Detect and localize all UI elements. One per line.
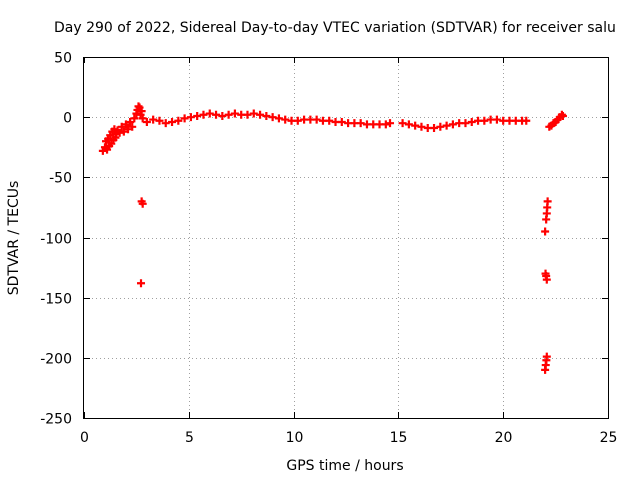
- data-point: [119, 127, 128, 136]
- data-point: [218, 111, 227, 120]
- y-tick-label: -150: [40, 292, 72, 308]
- data-point: [121, 120, 130, 129]
- x-axis: 0 5 10 15 20 25: [80, 57, 617, 446]
- data-point: [293, 116, 302, 125]
- y-tick-label: 0: [63, 111, 72, 127]
- data-point: [417, 122, 426, 131]
- data-point: [137, 107, 146, 116]
- data-point: [142, 117, 151, 126]
- data-point: [224, 110, 233, 119]
- y-tick-label: -100: [40, 232, 72, 248]
- data-point: [461, 119, 470, 128]
- data-point: [398, 119, 407, 128]
- data-point: [138, 114, 147, 123]
- y-axis-label: SDTVAR / TECUs: [6, 181, 22, 296]
- data-point: [442, 121, 451, 130]
- data-points: [98, 102, 567, 374]
- data-point: [541, 227, 550, 236]
- chart-title: Day 290 of 2022, Sidereal Day-to-day VTE…: [54, 20, 616, 36]
- data-point: [480, 116, 489, 125]
- data-point: [212, 110, 221, 119]
- data-point: [193, 111, 202, 120]
- data-point: [274, 114, 283, 123]
- data-point: [256, 110, 265, 119]
- data-point: [430, 123, 439, 132]
- data-point: [149, 115, 158, 124]
- data-point: [117, 122, 126, 131]
- data-point: [325, 116, 334, 125]
- data-point: [130, 114, 139, 123]
- x-tick-label: 15: [390, 430, 408, 446]
- plot-frame: [83, 57, 609, 419]
- y-axis: 50 0 -50 -100 -150 -200 -250: [40, 51, 608, 428]
- data-point: [312, 115, 321, 124]
- data-point: [411, 121, 420, 130]
- data-point: [467, 117, 476, 126]
- data-point: [249, 109, 258, 118]
- data-point: [262, 111, 271, 120]
- data-point: [542, 352, 551, 361]
- data-point: [161, 119, 170, 128]
- y-tick-label: 50: [54, 51, 72, 67]
- x-tick-label: 5: [185, 430, 194, 446]
- data-point: [558, 111, 567, 120]
- data-point: [137, 279, 146, 288]
- x-axis-label: GPS time / hours: [286, 458, 403, 474]
- data-point: [138, 199, 147, 208]
- data-point: [180, 114, 189, 123]
- data-point: [542, 275, 551, 284]
- data-point: [168, 117, 177, 126]
- data-point: [155, 116, 164, 125]
- x-tick-label: 20: [495, 430, 513, 446]
- data-point: [448, 120, 457, 129]
- data-point: [230, 109, 239, 118]
- data-point: [522, 116, 531, 125]
- data-point: [337, 117, 346, 126]
- data-point: [492, 115, 501, 124]
- y-tick-label: -50: [49, 171, 72, 187]
- data-point: [199, 110, 208, 119]
- data-point: [174, 116, 183, 125]
- x-tick-label: 10: [286, 430, 304, 446]
- data-point: [115, 128, 124, 137]
- data-point: [543, 197, 552, 206]
- x-tick-label: 0: [80, 430, 89, 446]
- y-tick-label: -200: [40, 352, 72, 368]
- x-tick-label: 25: [600, 430, 618, 446]
- data-point: [124, 125, 133, 134]
- data-point: [205, 109, 214, 118]
- y-tick-label: -250: [40, 412, 72, 428]
- grid-lines: [84, 57, 608, 418]
- data-point: [243, 110, 252, 119]
- data-point: [381, 120, 390, 129]
- data-point: [128, 122, 137, 131]
- data-point: [281, 115, 290, 124]
- data-point: [268, 113, 277, 122]
- data-point: [186, 113, 195, 122]
- data-point: [386, 119, 395, 128]
- data-point: [126, 117, 135, 126]
- data-point: [436, 122, 445, 131]
- data-point: [356, 119, 365, 128]
- data-point: [404, 120, 413, 129]
